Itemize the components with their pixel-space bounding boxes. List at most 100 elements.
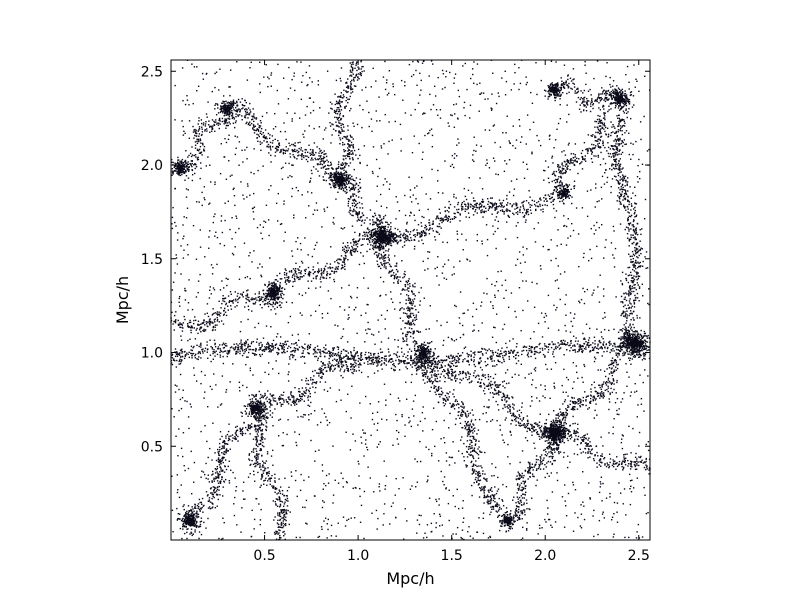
- scatter-point: [584, 155, 587, 157]
- scatter-point: [492, 233, 495, 235]
- scatter-point: [303, 413, 305, 416]
- scatter-point: [497, 359, 499, 361]
- scatter-point: [298, 433, 301, 436]
- scatter-point: [600, 135, 603, 138]
- scatter-point: [309, 77, 311, 79]
- scatter-point: [310, 401, 312, 404]
- scatter-point: [303, 356, 305, 358]
- scatter-point: [571, 325, 574, 327]
- scatter-point: [459, 260, 461, 262]
- scatter-point: [237, 344, 239, 347]
- scatter-point: [433, 512, 435, 515]
- scatter-point: [470, 354, 472, 356]
- scatter-point: [309, 112, 312, 114]
- scatter-point: [205, 477, 207, 480]
- scatter-point: [602, 445, 604, 447]
- scatter-point: [291, 176, 293, 178]
- scatter-point: [313, 350, 316, 352]
- scatter-point: [301, 194, 303, 196]
- scatter-point: [374, 343, 376, 345]
- scatter-point: [324, 173, 326, 175]
- scatter-point: [239, 330, 242, 333]
- scatter-point: [366, 100, 368, 102]
- scatter-point: [251, 310, 253, 312]
- scatter-point: [524, 437, 527, 439]
- scatter-point: [318, 535, 321, 538]
- scatter-point: [620, 280, 622, 282]
- scatter-point: [446, 217, 448, 219]
- scatter-point: [202, 78, 205, 80]
- scatter-point: [597, 154, 599, 157]
- scatter-point: [278, 478, 280, 480]
- scatter-point: [453, 389, 455, 391]
- scatter-point: [176, 351, 178, 353]
- scatter-point: [184, 350, 186, 353]
- scatter-point: [342, 176, 345, 179]
- scatter-point: [403, 353, 405, 355]
- scatter-point: [442, 360, 444, 362]
- scatter-point: [261, 476, 263, 479]
- scatter-point: [382, 76, 385, 78]
- scatter-point: [569, 312, 572, 314]
- scatter-point: [198, 120, 200, 122]
- scatter-point: [439, 217, 442, 220]
- scatter-point: [419, 72, 421, 75]
- scatter-point: [356, 296, 358, 299]
- scatter-point: [550, 239, 552, 241]
- scatter-point: [323, 208, 325, 210]
- scatter-point: [380, 364, 382, 366]
- scatter-point: [460, 354, 462, 357]
- scatter-point: [567, 492, 570, 495]
- scatter-point: [604, 118, 606, 121]
- scatter-point: [464, 203, 467, 206]
- scatter-point: [316, 209, 319, 211]
- scatter-point: [230, 69, 232, 71]
- scatter-point: [544, 321, 546, 323]
- scatter-point: [485, 224, 488, 226]
- scatter-point: [569, 77, 572, 80]
- scatter-point: [594, 358, 597, 360]
- scatter-point: [182, 125, 184, 128]
- scatter-point: [328, 353, 331, 355]
- scatter-point: [352, 248, 355, 251]
- scatter-point: [281, 287, 284, 289]
- scatter-point: [400, 138, 402, 140]
- scatter-point: [324, 269, 326, 271]
- scatter-point: [271, 146, 274, 148]
- scatter-point: [336, 267, 339, 270]
- scatter-point: [597, 138, 599, 141]
- scatter-point: [353, 125, 355, 128]
- scatter-point: [563, 167, 565, 170]
- scatter-point: [291, 149, 294, 151]
- scatter-point: [597, 348, 600, 350]
- scatter-point: [226, 352, 228, 354]
- scatter-point: [318, 175, 321, 177]
- scatter-point: [307, 414, 310, 416]
- scatter-point: [247, 343, 249, 346]
- scatter-point: [534, 447, 536, 450]
- scatter-point: [311, 81, 313, 83]
- scatter-point: [533, 442, 535, 444]
- scatter-point: [356, 250, 359, 253]
- scatter-point: [207, 456, 209, 459]
- scatter-point: [183, 357, 186, 360]
- scatter-point: [578, 108, 581, 110]
- scatter-point: [353, 208, 355, 211]
- scatter-point: [387, 256, 390, 258]
- scatter-point: [534, 353, 536, 355]
- scatter-point: [386, 309, 388, 312]
- scatter-point: [609, 153, 612, 155]
- scatter-point: [625, 273, 627, 275]
- scatter-point: [394, 516, 397, 519]
- scatter-point: [521, 350, 523, 352]
- scatter-point: [586, 343, 589, 345]
- scatter-point: [513, 514, 515, 517]
- scatter-point: [278, 419, 280, 421]
- scatter-point: [362, 235, 364, 237]
- scatter-point: [454, 505, 456, 508]
- scatter-point: [612, 102, 614, 105]
- scatter-point: [604, 100, 607, 103]
- scatter-point: [302, 352, 304, 354]
- scatter-point: [581, 207, 584, 209]
- scatter-point: [201, 348, 203, 351]
